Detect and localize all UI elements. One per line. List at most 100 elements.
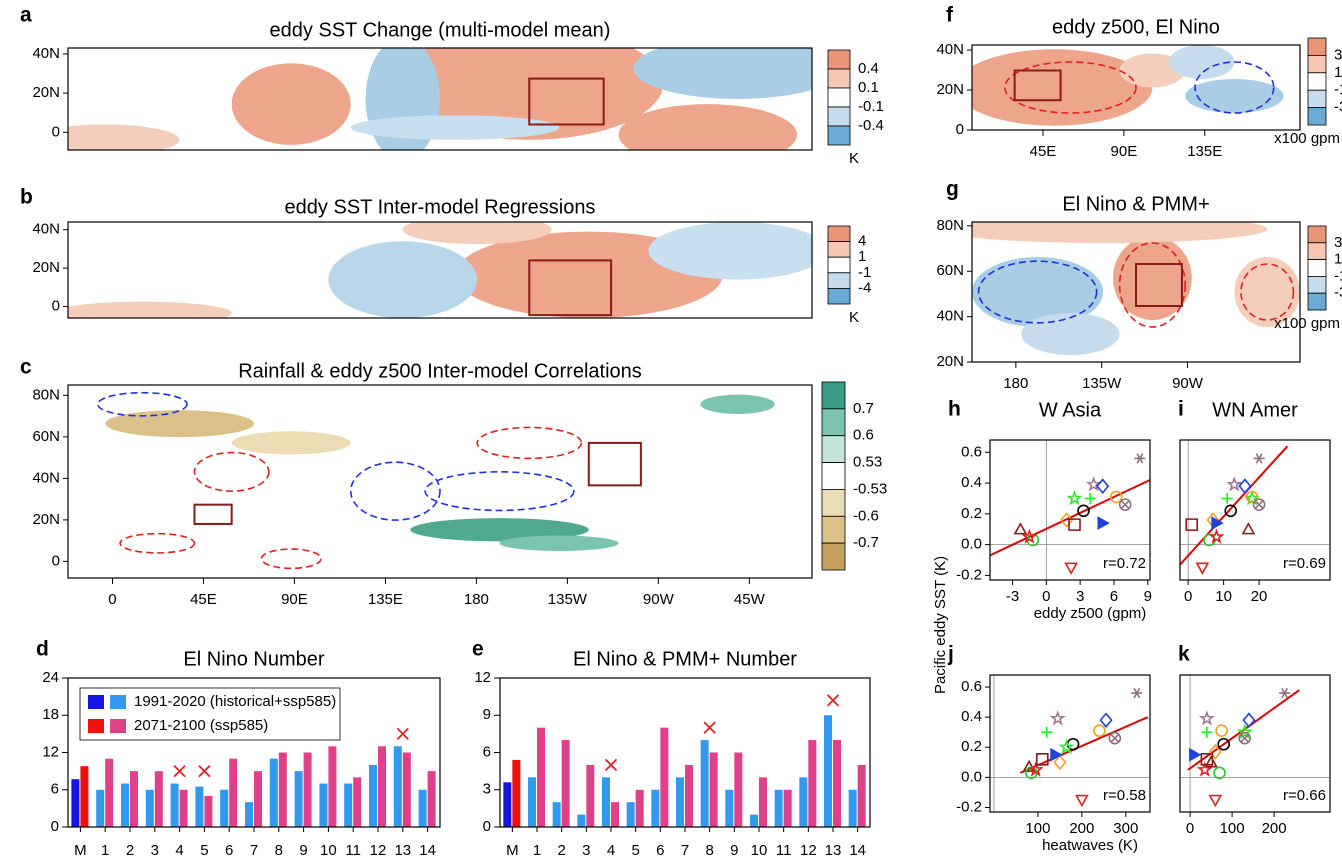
scatter-point xyxy=(1211,516,1224,530)
y-tick-label: 3 xyxy=(483,781,491,798)
x-tick-label: 8 xyxy=(275,842,283,859)
colorbar-swatch xyxy=(1307,292,1327,311)
x-tick-label: 100 xyxy=(1220,820,1245,837)
scatter-point xyxy=(1208,794,1223,808)
bar xyxy=(303,752,312,827)
x-tick-label: 12 xyxy=(800,842,817,859)
panel-label: a xyxy=(20,4,32,27)
colorbar-label: -0.4 xyxy=(858,117,884,134)
scatter-point xyxy=(1093,724,1106,737)
colorbar-swatch xyxy=(821,515,846,544)
x-tick-label: 12 xyxy=(370,842,387,859)
shading xyxy=(1234,257,1300,327)
x-tick-label: 300 xyxy=(1113,820,1138,837)
colorbar-swatch xyxy=(821,489,846,517)
bar xyxy=(602,777,610,827)
colorbar-swatch xyxy=(827,106,851,127)
x-axis-label: heatwaves (K) xyxy=(1042,837,1138,854)
colorbar-label: -0.6 xyxy=(853,507,879,524)
x-tick-label: 9 xyxy=(299,842,307,859)
shading xyxy=(1113,236,1192,320)
scatter-point xyxy=(1099,712,1113,729)
y-tick-label: 0 xyxy=(956,121,964,138)
colorbar-label: 1 xyxy=(858,248,866,265)
map-frame xyxy=(67,47,813,151)
colorbar-swatch xyxy=(821,408,846,437)
colorbar-swatch xyxy=(827,225,851,243)
shading xyxy=(231,431,351,455)
shading xyxy=(365,48,440,150)
bar xyxy=(586,764,595,827)
scatter-point xyxy=(1053,754,1067,771)
colorbar-label: -0.53 xyxy=(853,480,887,497)
x-tick-label: 7 xyxy=(250,842,258,859)
bar xyxy=(105,758,114,827)
x-tick-label: 0 xyxy=(1042,588,1050,605)
colorbar-label: 0.4 xyxy=(858,60,879,77)
y-tick-label: 80N xyxy=(936,217,964,234)
shading xyxy=(499,535,619,551)
scatter-point xyxy=(1084,492,1096,504)
panel-label: k xyxy=(1178,643,1190,666)
scatter-point xyxy=(1058,738,1075,755)
scatter-point xyxy=(1066,738,1080,751)
colorbar-swatch xyxy=(821,381,846,410)
colorbar-swatch xyxy=(1307,242,1327,261)
x-tick-label: 4 xyxy=(175,842,183,859)
legend-label: 1991-2020 (historical+ssp585) xyxy=(134,693,336,710)
y-tick-label: 40N xyxy=(32,45,60,62)
bar xyxy=(96,789,105,827)
x-tick-label: 0 xyxy=(108,591,116,608)
shading xyxy=(402,222,552,245)
colorbar-unit: x100 gpm xyxy=(1274,130,1340,147)
x-tick-label: 90W xyxy=(643,591,675,608)
y-tick-label: 0.0 xyxy=(961,768,982,785)
bar xyxy=(725,789,734,827)
y-tick-label: 20N xyxy=(32,84,60,101)
scatter-point xyxy=(1064,562,1078,575)
y-tick-label: 40N xyxy=(936,308,964,325)
fit-line xyxy=(1019,716,1149,774)
y-tick-label: 0 xyxy=(483,818,491,835)
x-tick-label: 6 xyxy=(656,842,664,859)
colorbar-swatch xyxy=(827,49,851,70)
bar xyxy=(709,752,718,827)
colorbar-label: -1 xyxy=(1334,81,1342,98)
scatter-point xyxy=(1026,533,1040,547)
bar xyxy=(319,783,328,827)
y-tick-label: 6 xyxy=(483,743,491,760)
y-tick-label: 0.6 xyxy=(961,678,982,695)
y-tick-label: 0.4 xyxy=(961,708,982,725)
bar xyxy=(427,771,436,827)
plot-frame xyxy=(1179,674,1331,813)
plot-frame xyxy=(499,677,871,828)
bar xyxy=(759,777,767,827)
scatter-point xyxy=(1242,712,1256,729)
x-tick-label: 4 xyxy=(607,842,615,859)
scatter-point xyxy=(1243,490,1260,506)
cross-marker xyxy=(396,727,409,741)
panel-label: c xyxy=(20,356,32,379)
panel-title: eddy SST Inter-model Regressions xyxy=(285,196,596,218)
x-tick-label: 1 xyxy=(101,842,109,859)
y-tick-label: 0.4 xyxy=(961,474,982,491)
bar xyxy=(71,779,80,827)
x-tick-label: 100 xyxy=(1025,820,1050,837)
bar xyxy=(685,764,693,827)
map-frame xyxy=(67,221,813,319)
contour xyxy=(349,461,441,521)
y-tick-label: 12 xyxy=(42,743,59,760)
bar xyxy=(676,777,684,827)
colorbar-label: 3 xyxy=(1334,46,1342,63)
scatter-point xyxy=(1075,794,1089,808)
map-area xyxy=(68,385,812,578)
cross-marker xyxy=(198,764,211,778)
shading xyxy=(328,241,478,318)
x-tick-label: 7 xyxy=(681,842,689,859)
scatter-point xyxy=(1195,562,1210,575)
scatter-point xyxy=(1200,753,1214,766)
colorbar-swatch xyxy=(1307,225,1327,244)
colorbar-label: -4 xyxy=(858,279,871,296)
panel-label: d xyxy=(36,638,49,661)
scatter-point xyxy=(1077,504,1090,517)
